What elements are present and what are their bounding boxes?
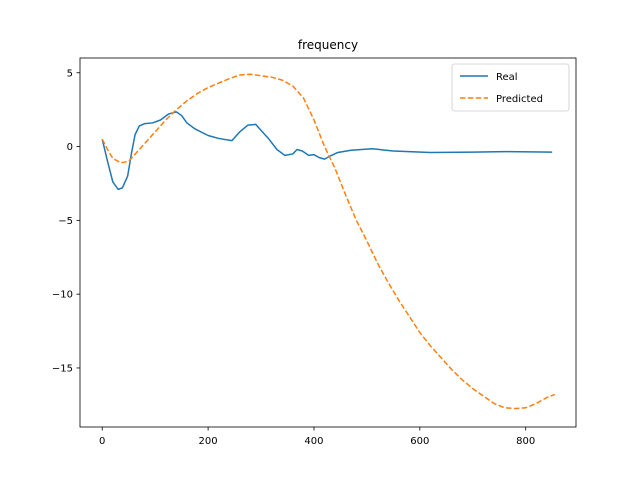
axes: 0 200 400 600 800 5 0 −5 −10 −15 xyxy=(52,57,577,447)
axes-frame xyxy=(79,57,577,428)
y-tick-label: 5 xyxy=(67,68,73,79)
x-tick-label: 200 xyxy=(199,436,218,447)
series-line-real xyxy=(101,111,553,191)
chart-title: frequency xyxy=(298,38,358,52)
x-tick-label: 400 xyxy=(304,436,323,447)
x-tick-label: 0 xyxy=(99,436,105,447)
legend-label-predicted: Predicted xyxy=(496,94,543,105)
y-tick-label: 0 xyxy=(67,142,73,153)
y-tick-label: −15 xyxy=(52,363,73,374)
y-tick-label: −5 xyxy=(58,216,73,227)
y-tick-label: −10 xyxy=(52,290,73,301)
plot-area xyxy=(101,73,556,410)
legend-label-real: Real xyxy=(496,72,518,83)
x-tick-label: 800 xyxy=(516,436,535,447)
legend: Real Predicted xyxy=(451,63,570,112)
x-tick-label: 600 xyxy=(410,436,429,447)
